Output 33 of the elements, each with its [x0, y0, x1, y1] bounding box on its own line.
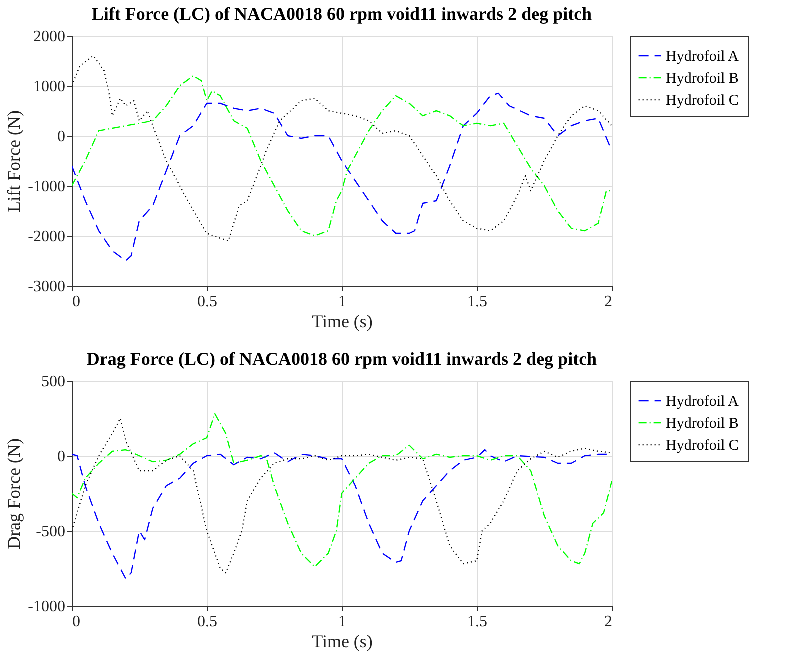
x-tick-label: 1	[338, 614, 346, 630]
y-tick-label: 1000	[34, 78, 66, 96]
x-tick-label: 2	[604, 294, 612, 310]
y-tick-label: 2000	[34, 28, 66, 46]
x-tick-label: 1.5	[468, 294, 488, 310]
x-axis-title: Time (s)	[312, 632, 373, 652]
y-tick-label: 0	[58, 128, 66, 146]
x-tick-label: 1.5	[468, 614, 488, 630]
y-axis-title: Drag Force (N)	[4, 438, 24, 550]
legend-label: Hydrofoil A	[666, 394, 740, 410]
x-tick-label: 2	[604, 614, 612, 630]
y-tick-label: -3000	[28, 278, 66, 296]
x-tick-label: 0.5	[198, 294, 218, 310]
line-series	[72, 92, 612, 262]
chart-title: Drag Force (LC) of NACA0018 60 rpm void11 inwards 2 deg pitch	[86, 349, 598, 369]
x-tick-label: 0.5	[198, 614, 218, 630]
chart-title: Lift Force (LC) of NACA0018 60 rpm void11 inwards 2 deg pitch	[92, 4, 592, 24]
y-tick-label: 500	[42, 374, 66, 390]
x-tick-label: 0	[72, 294, 80, 310]
x-tick-label: 1	[338, 294, 346, 310]
y-tick-label: -1000	[28, 178, 66, 196]
legend-label: Hydrofoil C	[666, 93, 739, 109]
y-tick-label: -1000	[28, 598, 66, 616]
x-tick-label: 0	[72, 614, 80, 630]
legend-label: Hydrofoil B	[666, 71, 739, 87]
legend-label: Hydrofoil B	[666, 416, 739, 432]
legend-label: Hydrofoil C	[666, 438, 739, 454]
y-axis-title: Lift Force (N)	[4, 110, 24, 212]
y-tick-label: 0	[58, 448, 66, 466]
y-tick-label: -2000	[28, 228, 66, 246]
y-tick-label: -500	[36, 524, 66, 540]
x-axis-title: Time (s)	[312, 312, 373, 332]
legend-label: Hydrofoil A	[666, 49, 740, 65]
